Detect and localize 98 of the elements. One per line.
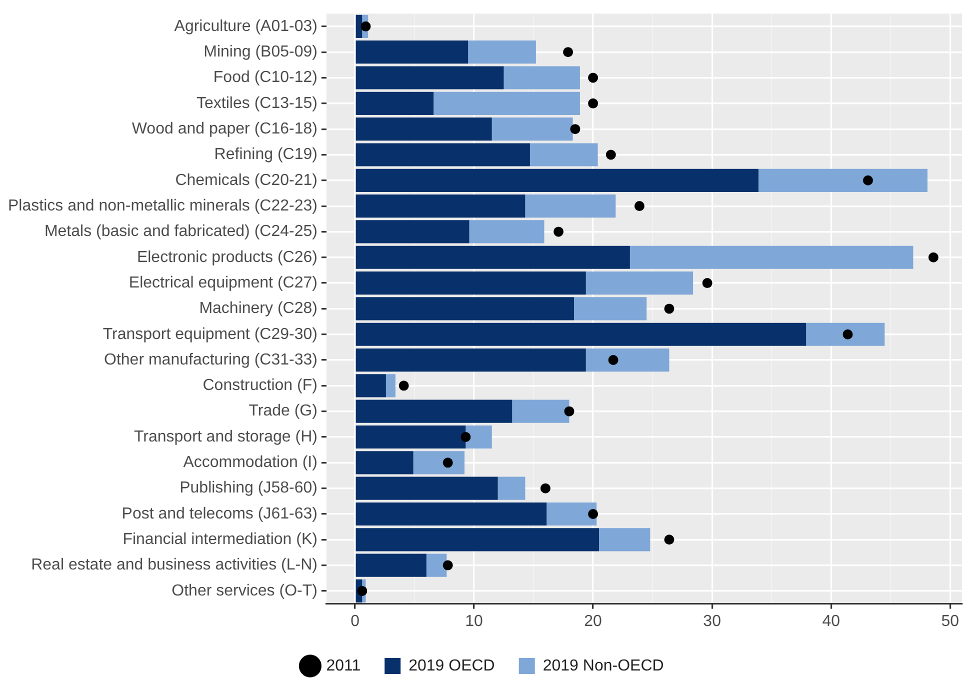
x-tick-label: 0	[350, 612, 360, 630]
bar	[434, 92, 580, 115]
point	[588, 508, 598, 519]
bar	[356, 92, 434, 115]
y-tick-label: Food (C10-12)	[213, 69, 318, 86]
bar	[356, 40, 468, 64]
point	[588, 72, 598, 83]
y-tick-label: Trade (G)	[248, 402, 318, 420]
y-tick-label: Electronic products (C26)	[136, 248, 318, 266]
point	[540, 483, 550, 494]
bar	[356, 297, 574, 320]
point	[842, 329, 853, 340]
y-tick-label: Plastics and non-metallic minerals (C22-23)	[8, 197, 318, 214]
bar	[356, 425, 466, 449]
bar	[498, 476, 526, 500]
point	[702, 278, 712, 288]
bar	[356, 528, 599, 552]
y-tick-label: Transport equipment (C29-30)	[102, 326, 318, 343]
bar	[586, 348, 670, 372]
point	[634, 201, 644, 212]
bar	[630, 246, 914, 269]
bar	[599, 528, 650, 552]
y-tick-label: Agriculture (A01-03)	[174, 18, 318, 35]
point	[554, 226, 564, 237]
x-tick-label: 50	[941, 612, 960, 630]
bar	[512, 400, 570, 423]
bar	[806, 322, 885, 346]
y-tick-label: Financial intermediation (K)	[122, 531, 318, 548]
y-tick-label: Mining (B05-09)	[204, 44, 318, 60]
point	[398, 380, 409, 391]
point	[442, 560, 453, 570]
bar	[356, 400, 512, 423]
bar	[356, 246, 630, 269]
bar	[356, 476, 498, 500]
bar	[356, 374, 386, 398]
legend-label: 2019 Non-OECD	[542, 657, 664, 674]
point	[442, 458, 453, 468]
y-tick-label: Construction (F)	[202, 377, 318, 394]
bar	[356, 14, 362, 38]
bar	[466, 425, 492, 449]
point	[664, 304, 674, 314]
point	[360, 21, 371, 32]
y-tick-label: Real estate and business activities (L-N)	[31, 556, 318, 574]
bar	[758, 168, 928, 192]
bar	[356, 451, 414, 474]
point	[460, 432, 471, 442]
bar	[356, 554, 426, 577]
bar	[504, 66, 580, 90]
bar	[356, 168, 758, 192]
bar	[574, 297, 647, 320]
point	[570, 124, 580, 134]
y-tick-label: Publishing (J58-60)	[180, 480, 318, 497]
bar	[426, 554, 447, 577]
x-tick-label: 20	[584, 612, 602, 630]
point	[564, 406, 574, 416]
x-tick-label: 10	[465, 612, 484, 630]
point	[862, 175, 873, 186]
y-tick-label: Textiles (C13-15)	[196, 94, 318, 112]
y-tick-label: Other services (O-T)	[172, 582, 318, 600]
bar	[386, 374, 396, 398]
bar	[530, 143, 598, 166]
point	[357, 586, 368, 596]
bar	[546, 502, 597, 526]
bar	[468, 40, 536, 64]
x-tick-label: 40	[822, 612, 840, 630]
y-tick-label: Wood and paper (C16-18)	[132, 120, 318, 138]
x-tick-label: 30	[703, 612, 722, 630]
bar	[413, 451, 465, 474]
bar	[356, 194, 526, 218]
y-tick-label: Chemicals (C20-21)	[175, 172, 318, 189]
bar	[586, 271, 694, 295]
bar	[356, 502, 547, 526]
legend-label: 2019 OECD	[408, 657, 495, 674]
bar	[469, 220, 544, 244]
bar	[356, 143, 530, 166]
y-tick-label: Transport and storage (H)	[134, 428, 318, 446]
y-tick-label: Refining (C19)	[214, 146, 318, 164]
point	[606, 150, 616, 160]
point	[664, 534, 674, 545]
y-tick-label: Post and telecoms (J61-63)	[122, 505, 318, 522]
y-tick-label: Accommodation (I)	[183, 454, 318, 472]
y-tick-label: Electrical equipment (C27)	[128, 274, 318, 292]
point	[928, 252, 938, 262]
y-tick-label: Metals (basic and fabricated) (C24-25)	[44, 223, 318, 240]
y-tick-label: Machinery (C28)	[199, 300, 318, 318]
point	[588, 98, 598, 108]
y-tick-label: Other manufacturing (C31-33)	[104, 351, 318, 368]
bar	[356, 322, 806, 346]
bar	[356, 348, 586, 372]
bar	[525, 194, 616, 218]
bar	[492, 118, 573, 141]
bar	[356, 220, 470, 244]
bar	[356, 118, 492, 141]
point	[563, 47, 574, 58]
bar	[356, 271, 586, 295]
point	[608, 355, 618, 366]
legend-label: 2011	[326, 657, 361, 674]
bar	[356, 66, 504, 90]
